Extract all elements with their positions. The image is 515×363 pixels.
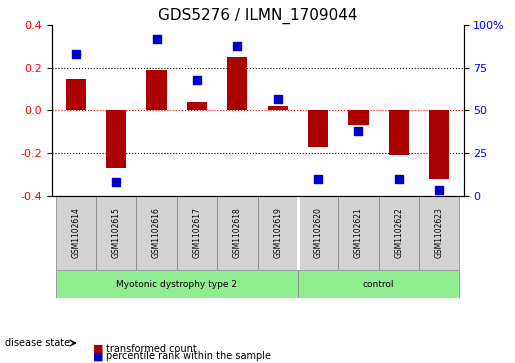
Bar	[308, 110, 328, 147]
Text: GSM1102621: GSM1102621	[354, 208, 363, 258]
Text: disease state: disease state	[5, 338, 70, 348]
Bar	[65, 78, 86, 110]
Text: GSM1102614: GSM1102614	[71, 208, 80, 258]
Text: ■: ■	[93, 351, 103, 361]
Point	[152, 36, 161, 42]
Text: percentile rank within the sample: percentile rank within the sample	[106, 351, 270, 361]
FancyBboxPatch shape	[379, 196, 419, 270]
Point	[193, 77, 201, 83]
FancyBboxPatch shape	[258, 196, 298, 270]
FancyBboxPatch shape	[96, 196, 136, 270]
Point	[72, 52, 80, 57]
Bar	[348, 110, 369, 125]
Bar	[187, 102, 207, 110]
Point	[233, 43, 242, 49]
FancyBboxPatch shape	[136, 196, 177, 270]
Text: GSM1102615: GSM1102615	[112, 208, 121, 258]
Text: GSM1102616: GSM1102616	[152, 208, 161, 258]
FancyBboxPatch shape	[56, 270, 298, 298]
FancyBboxPatch shape	[56, 196, 96, 270]
FancyBboxPatch shape	[338, 196, 379, 270]
Bar	[429, 110, 450, 179]
Point	[435, 188, 443, 193]
Point	[273, 96, 282, 102]
FancyBboxPatch shape	[298, 196, 338, 270]
Bar	[227, 57, 247, 110]
Text: ■: ■	[93, 343, 103, 354]
Bar	[268, 106, 288, 110]
FancyBboxPatch shape	[177, 196, 217, 270]
Text: control: control	[363, 280, 394, 289]
Text: GSM1102622: GSM1102622	[394, 208, 403, 258]
Point	[395, 176, 403, 182]
FancyBboxPatch shape	[217, 196, 258, 270]
Text: GSM1102619: GSM1102619	[273, 208, 282, 258]
FancyBboxPatch shape	[419, 196, 459, 270]
Text: GSM1102618: GSM1102618	[233, 208, 242, 258]
Point	[112, 179, 120, 185]
Bar	[106, 110, 126, 168]
Bar	[146, 70, 167, 110]
Text: GSM1102620: GSM1102620	[314, 208, 322, 258]
Bar	[389, 110, 409, 155]
Text: transformed count: transformed count	[106, 343, 196, 354]
Point	[354, 128, 363, 134]
Title: GDS5276 / ILMN_1709044: GDS5276 / ILMN_1709044	[158, 8, 357, 24]
Text: Myotonic dystrophy type 2: Myotonic dystrophy type 2	[116, 280, 237, 289]
Point	[314, 176, 322, 182]
FancyBboxPatch shape	[298, 270, 459, 298]
Text: GSM1102623: GSM1102623	[435, 208, 444, 258]
Text: GSM1102617: GSM1102617	[193, 208, 201, 258]
